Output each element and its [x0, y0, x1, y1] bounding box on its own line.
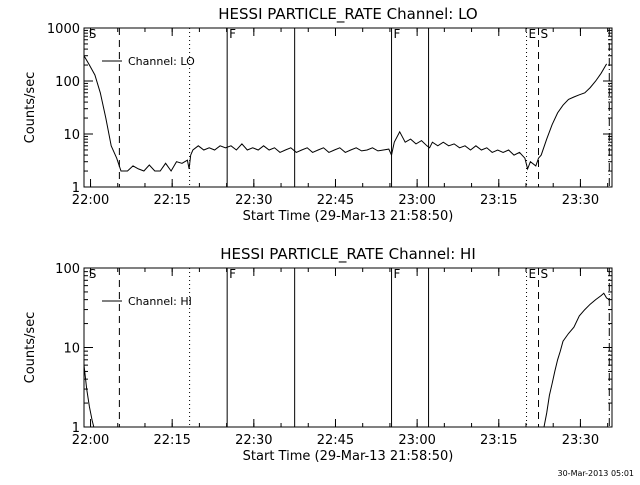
timestamp: 30-Mar-2013 05:01 [557, 469, 635, 478]
panel-2-x-tick-label: 23:00 [398, 433, 435, 448]
panel-2-title: HESSI PARTICLE_RATE Channel: HI [220, 245, 476, 264]
panel-2-y-tick-label: 1 [72, 421, 80, 436]
panel-2-chart: HESSI PARTICLE_RATE Channel: HI 1 10 100 22:… [23, 245, 613, 464]
panel-1-x-tick-label: 22:45 [317, 193, 354, 208]
panel-1-x-tick-label: 22:15 [153, 193, 190, 208]
panel-1-y-axis-label: Counts/sec [23, 72, 38, 144]
panel-1-y-tick-label: 1000 [47, 22, 80, 37]
panel-1-event-marker-label: F [394, 27, 401, 41]
panel-2-plot-frame [83, 267, 613, 428]
panel-1-series-line [84, 55, 608, 172]
panel-2-x-tick-label: 23:30 [562, 433, 599, 448]
panel-1-x-tick-label: 23:30 [562, 193, 599, 208]
panel-1-x-axis-label: Start Time (29-Mar-13 21:58:50) [243, 209, 454, 224]
panel-2-x-axis-label: Start Time (29-Mar-13 21:58:50) [243, 449, 454, 464]
panel-2-x-tick-label: 22:30 [235, 433, 272, 448]
panel-2-x-tick-label: 22:15 [153, 433, 190, 448]
panel-1-y-tick-label: 1 [72, 181, 80, 196]
panel-2-event-marker-label: F [229, 267, 236, 281]
panel-1-y-tick-label: 100 [55, 75, 80, 90]
panel-1-x-tick-label: 22:30 [235, 193, 272, 208]
panel-2-event-marker-label: E [529, 267, 537, 281]
panel-1-title: HESSI PARTICLE_RATE Channel: LO [218, 5, 477, 24]
panel-2-x-tick-label: 22:45 [317, 433, 354, 448]
panel-1-event-marker-label: S [541, 27, 549, 41]
panel-1-y-tick-label: 10 [63, 128, 80, 143]
panel-2-y-axis-label: Counts/sec [23, 312, 38, 384]
panel-2-y-tick-label: 100 [55, 262, 80, 277]
panel-2-x-tick-label: 23:15 [480, 433, 517, 448]
panel-1-event-marker-label: E [529, 27, 537, 41]
panel-1-chart: HESSI PARTICLE_RATE Channel: LO 1 10 100 100… [23, 5, 613, 224]
panel-2-series-line [84, 292, 610, 427]
panel-2-y-tick-label: 10 [63, 342, 80, 357]
panel-1-event-marker-label: S [89, 27, 97, 41]
panel-2-event-marker-label: S [89, 267, 97, 281]
panel-2-x-tick-label: 22:00 [72, 433, 109, 448]
panel-1-plot-frame [83, 27, 613, 188]
panel-1-legend-label: Channel: LO [128, 55, 195, 68]
panel-1-x-tick-label: 22:00 [72, 193, 109, 208]
panel-2-legend-label: Channel: HI [128, 295, 192, 308]
panel-1-x-tick-label: 23:15 [480, 193, 517, 208]
panel-1-x-tick-label: 23:00 [398, 193, 435, 208]
panel-1-event-marker-label: F [229, 27, 236, 41]
panel-2-event-marker-label: S [541, 267, 549, 281]
panel-2-event-marker-label: F [394, 267, 401, 281]
